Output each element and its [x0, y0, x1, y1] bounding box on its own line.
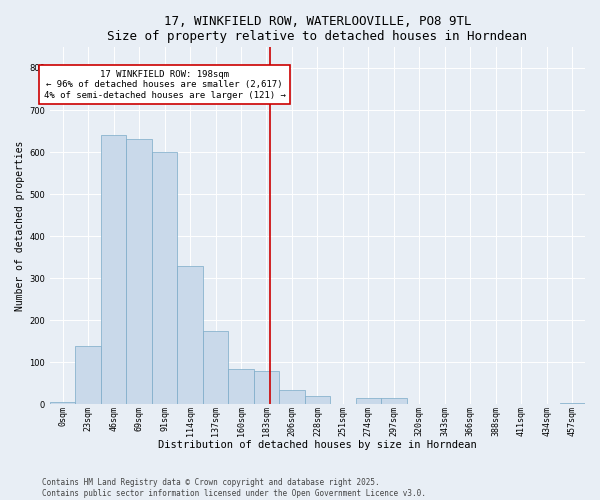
- Bar: [101, 136, 127, 404]
- Bar: [50, 402, 76, 404]
- Bar: [152, 152, 178, 405]
- Bar: [127, 140, 152, 404]
- Bar: [254, 371, 279, 404]
- X-axis label: Distribution of detached houses by size in Horndean: Distribution of detached houses by size …: [158, 440, 477, 450]
- Bar: [228, 368, 254, 404]
- Title: 17, WINKFIELD ROW, WATERLOOVILLE, PO8 9TL
Size of property relative to detached : 17, WINKFIELD ROW, WATERLOOVILLE, PO8 9T…: [107, 15, 527, 43]
- Y-axis label: Number of detached properties: Number of detached properties: [15, 140, 25, 311]
- Bar: [381, 398, 407, 404]
- Bar: [560, 403, 585, 404]
- Bar: [356, 398, 381, 404]
- Bar: [178, 266, 203, 404]
- Bar: [76, 346, 101, 405]
- Bar: [203, 331, 228, 404]
- Text: Contains HM Land Registry data © Crown copyright and database right 2025.
Contai: Contains HM Land Registry data © Crown c…: [42, 478, 426, 498]
- Bar: [305, 396, 330, 404]
- Bar: [279, 390, 305, 404]
- Text: 17 WINKFIELD ROW: 198sqm
← 96% of detached houses are smaller (2,617)
4% of semi: 17 WINKFIELD ROW: 198sqm ← 96% of detach…: [44, 70, 286, 100]
